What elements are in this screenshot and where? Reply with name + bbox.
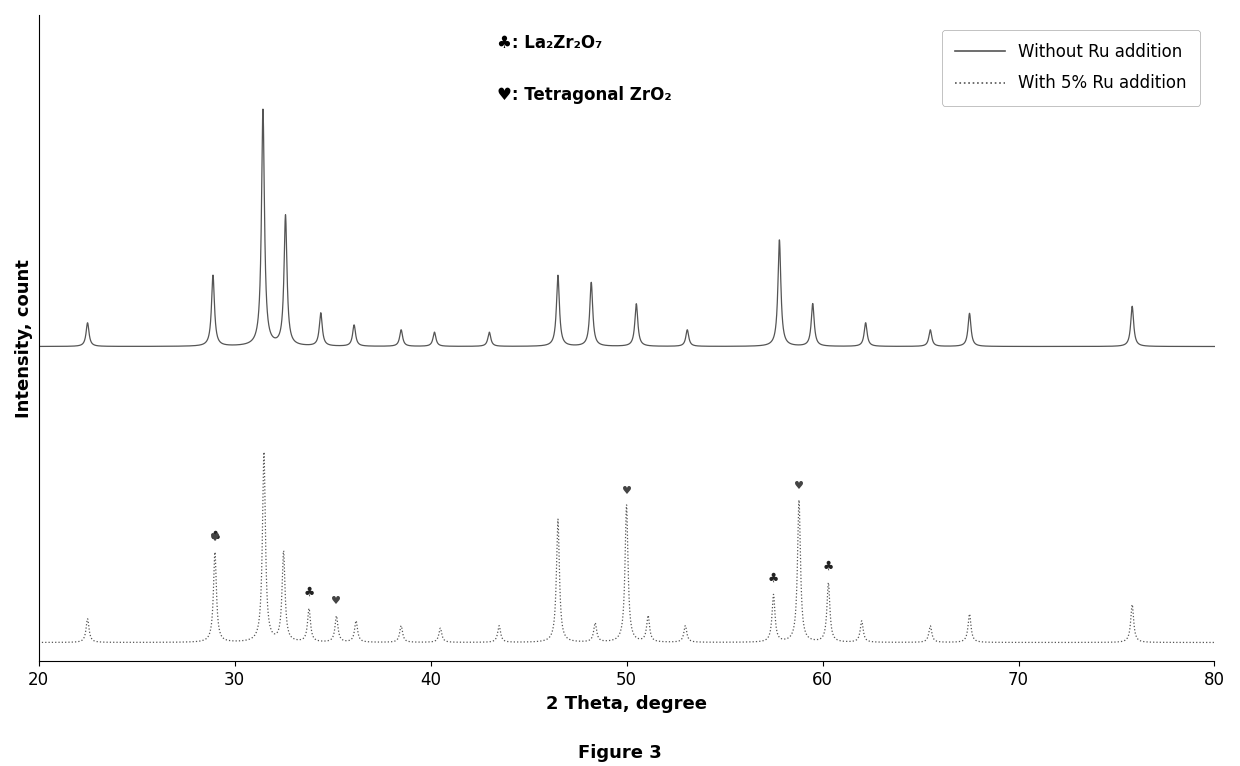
X-axis label: 2 Theta, degree: 2 Theta, degree — [546, 695, 707, 712]
With 5% Ru addition — [779, 634, 794, 643]
Legend: Without Ru addition, With 5% Ru addition: Without Ru addition, With 5% Ru addition — [942, 30, 1200, 106]
Without Ru addition — [903, 342, 918, 351]
Text: ♣: ♣ — [823, 560, 835, 573]
With 5% Ru addition — [257, 447, 272, 457]
With 5% Ru addition — [903, 637, 918, 647]
Text: ♥: ♥ — [621, 486, 631, 496]
Without Ru addition — [91, 341, 105, 350]
Text: ♣: ♣ — [768, 572, 779, 585]
Text: ♥: Tetragonal ZrO₂: ♥: Tetragonal ZrO₂ — [497, 86, 672, 104]
Text: ♥: ♥ — [210, 532, 219, 542]
With 5% Ru addition — [31, 638, 46, 647]
Text: ♣: ♣ — [304, 586, 315, 599]
Text: ♥: ♥ — [794, 480, 804, 490]
Without Ru addition — [779, 334, 794, 343]
With 5% Ru addition — [966, 633, 981, 642]
Without Ru addition — [1207, 342, 1221, 351]
Without Ru addition — [31, 342, 46, 351]
Without Ru addition — [727, 342, 742, 351]
Line: With 5% Ru addition: With 5% Ru addition — [38, 452, 1214, 643]
With 5% Ru addition — [727, 637, 742, 647]
Without Ru addition — [255, 104, 270, 113]
With 5% Ru addition — [1207, 638, 1221, 647]
Text: Figure 3: Figure 3 — [578, 745, 662, 762]
Text: ♣: La₂Zr₂O₇: ♣: La₂Zr₂O₇ — [497, 34, 603, 52]
Text: ♣: ♣ — [210, 530, 221, 542]
Without Ru addition — [458, 342, 472, 351]
With 5% Ru addition — [91, 637, 105, 647]
Text: ♥: ♥ — [331, 597, 341, 607]
Y-axis label: Intensity, count: Intensity, count — [15, 259, 33, 417]
Line: Without Ru addition: Without Ru addition — [38, 109, 1214, 346]
With 5% Ru addition — [458, 637, 472, 647]
Without Ru addition — [966, 336, 981, 345]
